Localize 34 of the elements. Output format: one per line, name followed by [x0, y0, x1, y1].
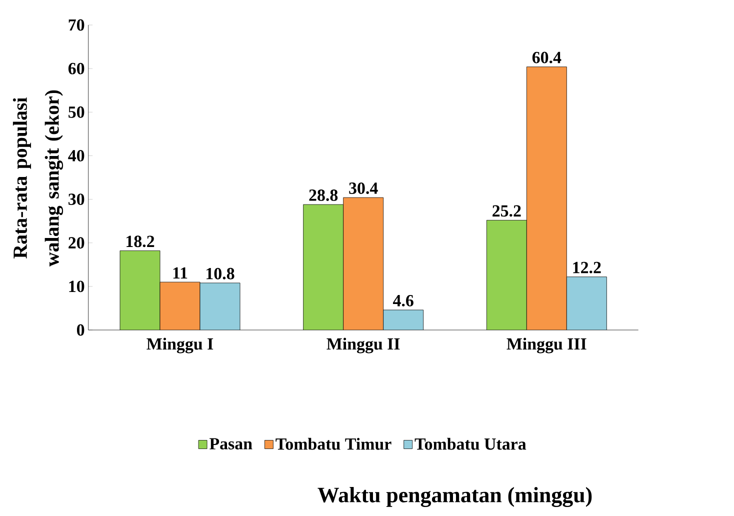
data-label: 10.8: [206, 268, 234, 280]
data-label: 28.8: [309, 189, 338, 201]
y-tick-label: 70: [68, 19, 84, 31]
y-tick-label: 40: [68, 150, 84, 162]
y-tick-label: 20: [68, 237, 84, 249]
x-tick-label: Minggu II: [326, 338, 400, 354]
y-axis-title: Rata-rata populasi walang sangit (ekor): [12, 90, 64, 266]
bar: [486, 220, 527, 330]
bar: [303, 204, 344, 330]
bar: [383, 310, 424, 330]
y-tick-label: 10: [69, 280, 84, 292]
legend-label: Tombatu Utara: [414, 438, 526, 450]
y-tick-label: 50: [68, 106, 84, 118]
data-label: 30.4: [349, 182, 378, 194]
data-label: 25.2: [492, 205, 521, 217]
x-tick-label: Minggu III: [506, 338, 586, 354]
data-label: 11: [173, 267, 188, 279]
data-label: 18.2: [126, 236, 154, 248]
legend-label: Tombatu Timur: [276, 438, 392, 450]
y-tick-label: 30: [68, 194, 84, 206]
bar: [526, 66, 567, 330]
text: Waktu pengamatan (minggu): [318, 486, 592, 508]
data-label: 60.4: [532, 52, 562, 64]
x-tick-label: Minggu I: [146, 338, 214, 354]
legend-label: Pasan: [210, 438, 252, 450]
y-tick-label: 0: [76, 324, 84, 336]
data-label: 4.6: [392, 294, 414, 306]
bar: [200, 282, 240, 330]
bar: [120, 250, 160, 330]
bar: [343, 198, 384, 330]
y-tick-label: 60: [68, 62, 84, 74]
bar: [566, 276, 607, 330]
data-label: 12.2: [573, 262, 601, 274]
bar: [160, 282, 200, 330]
